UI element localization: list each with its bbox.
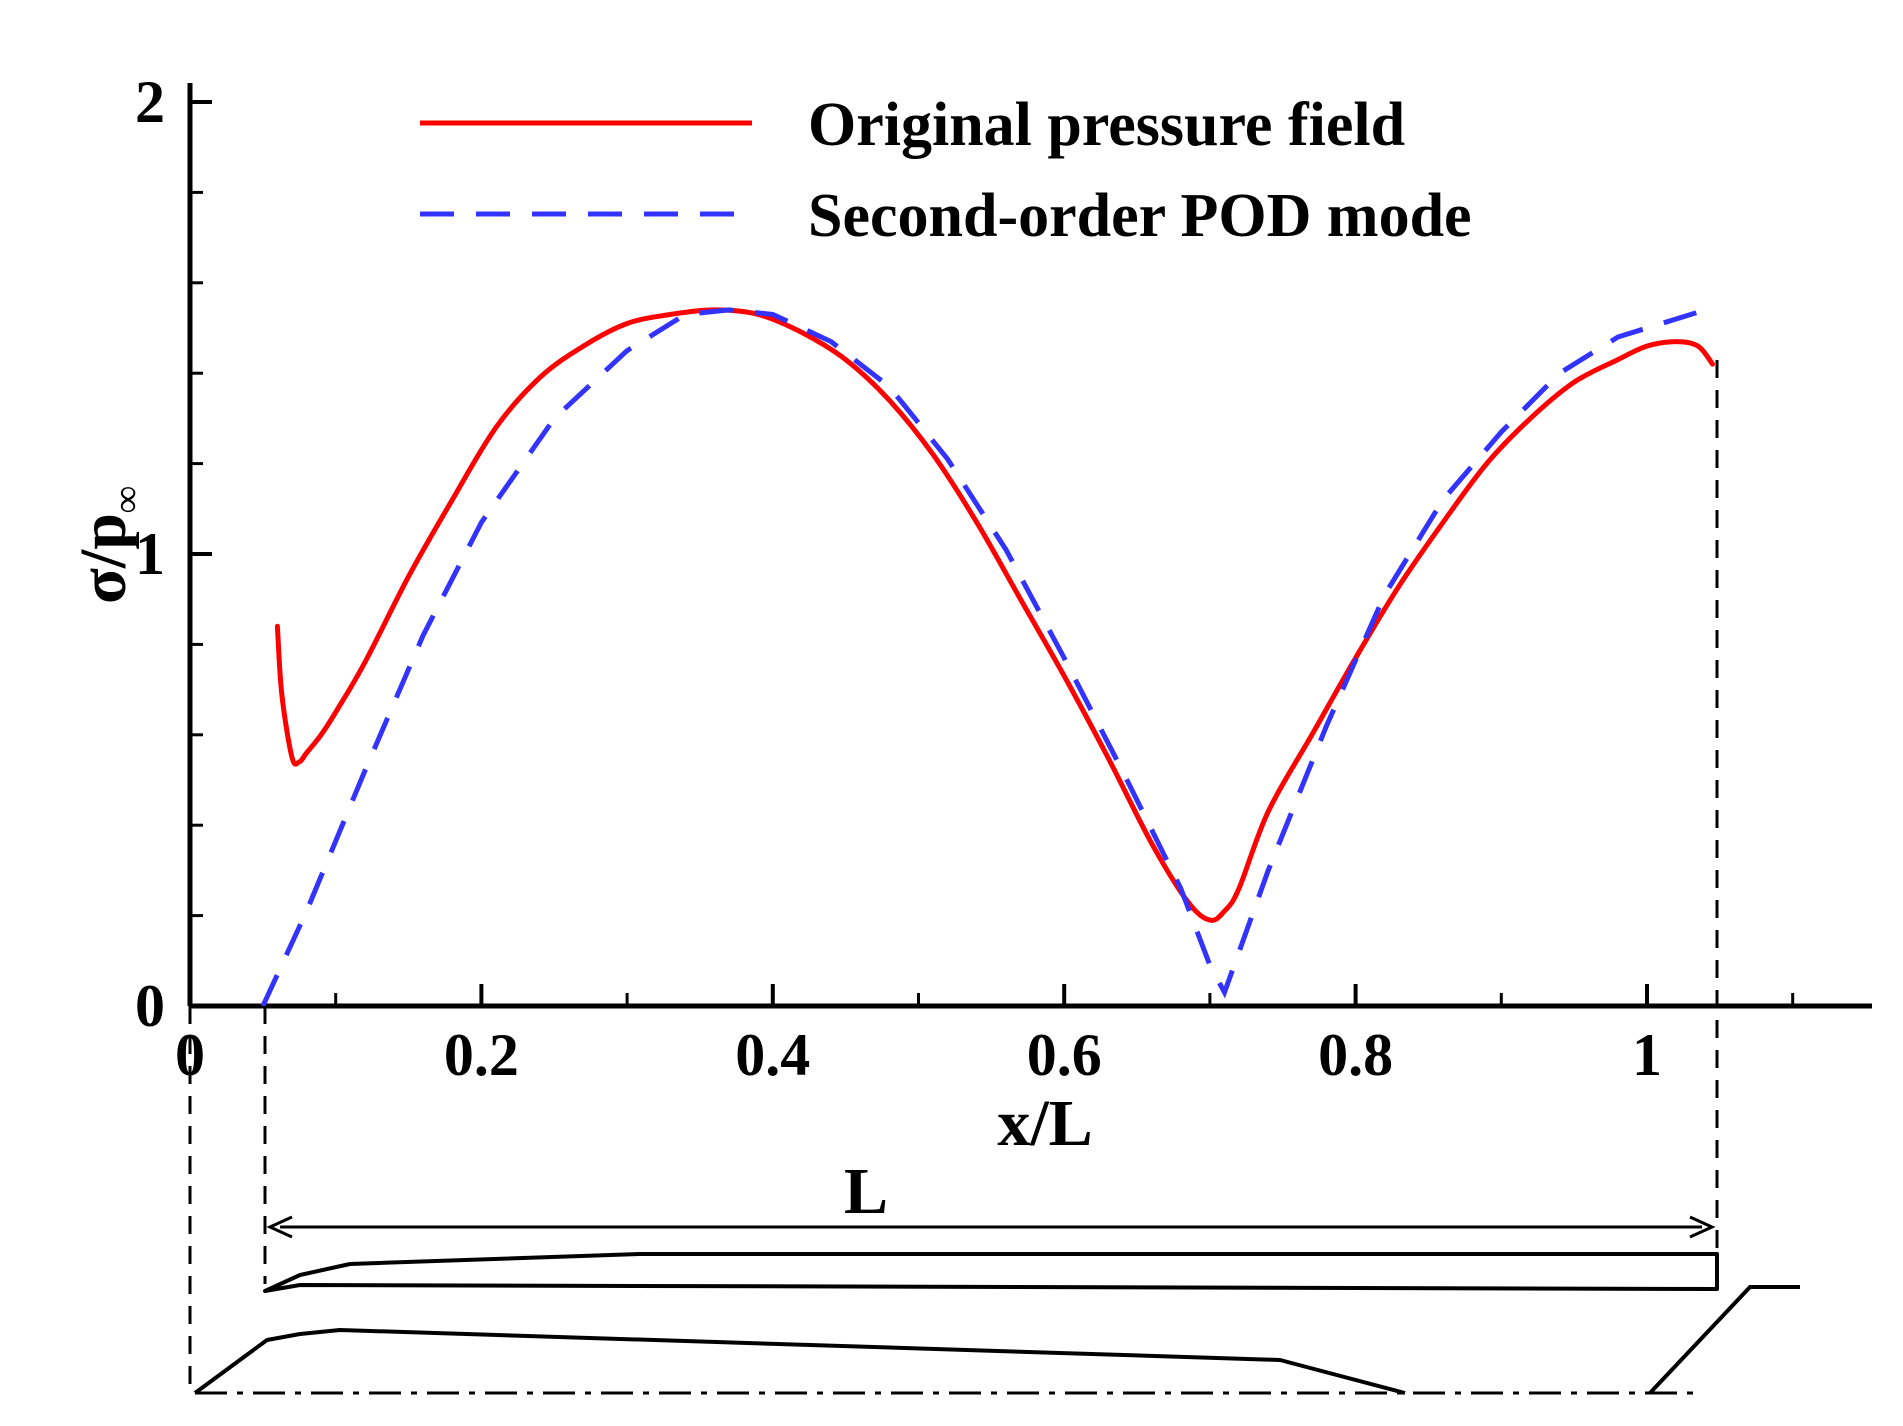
y-axis-title-main: σ/p <box>67 513 140 604</box>
y-tick-label: 2 <box>135 69 165 135</box>
x-tick-label: 0.8 <box>1318 1022 1393 1088</box>
outlet-ramp <box>1648 1285 1800 1395</box>
x-tick-label: 0.2 <box>444 1022 519 1088</box>
legend-label-original: Original pressure field <box>808 91 1405 159</box>
geometry-schematic <box>188 360 1800 1395</box>
axis-ticks <box>190 100 1795 1006</box>
legend-label-pod: Second-order POD mode <box>808 182 1472 250</box>
series-line-second-order-pod-mode <box>260 307 1707 1008</box>
lower-body-outline <box>193 1328 1406 1395</box>
y-axis-title-subscript: ∞ <box>106 486 148 513</box>
x-tick-label: 0.6 <box>1027 1022 1102 1088</box>
upper-body-outline <box>263 1252 1719 1293</box>
x-tick-label: 1 <box>1632 1022 1662 1088</box>
legend: Original pressure field Second-order POD… <box>420 91 1472 250</box>
svg-text:σ/p∞: σ/p∞ <box>67 486 148 604</box>
x-axis-title: x/L <box>997 1087 1092 1160</box>
arrowhead-right <box>1689 1215 1716 1239</box>
arrowhead-left <box>266 1215 293 1239</box>
series-line-original-pressure-field <box>274 307 1716 923</box>
y-axis-title: σ/p∞ <box>67 486 148 604</box>
length-label: L <box>844 1155 888 1228</box>
y-tick-label: 0 <box>135 973 165 1039</box>
y-tick-label: 1 <box>135 521 165 587</box>
x-tick-label: 0.4 <box>735 1022 810 1088</box>
